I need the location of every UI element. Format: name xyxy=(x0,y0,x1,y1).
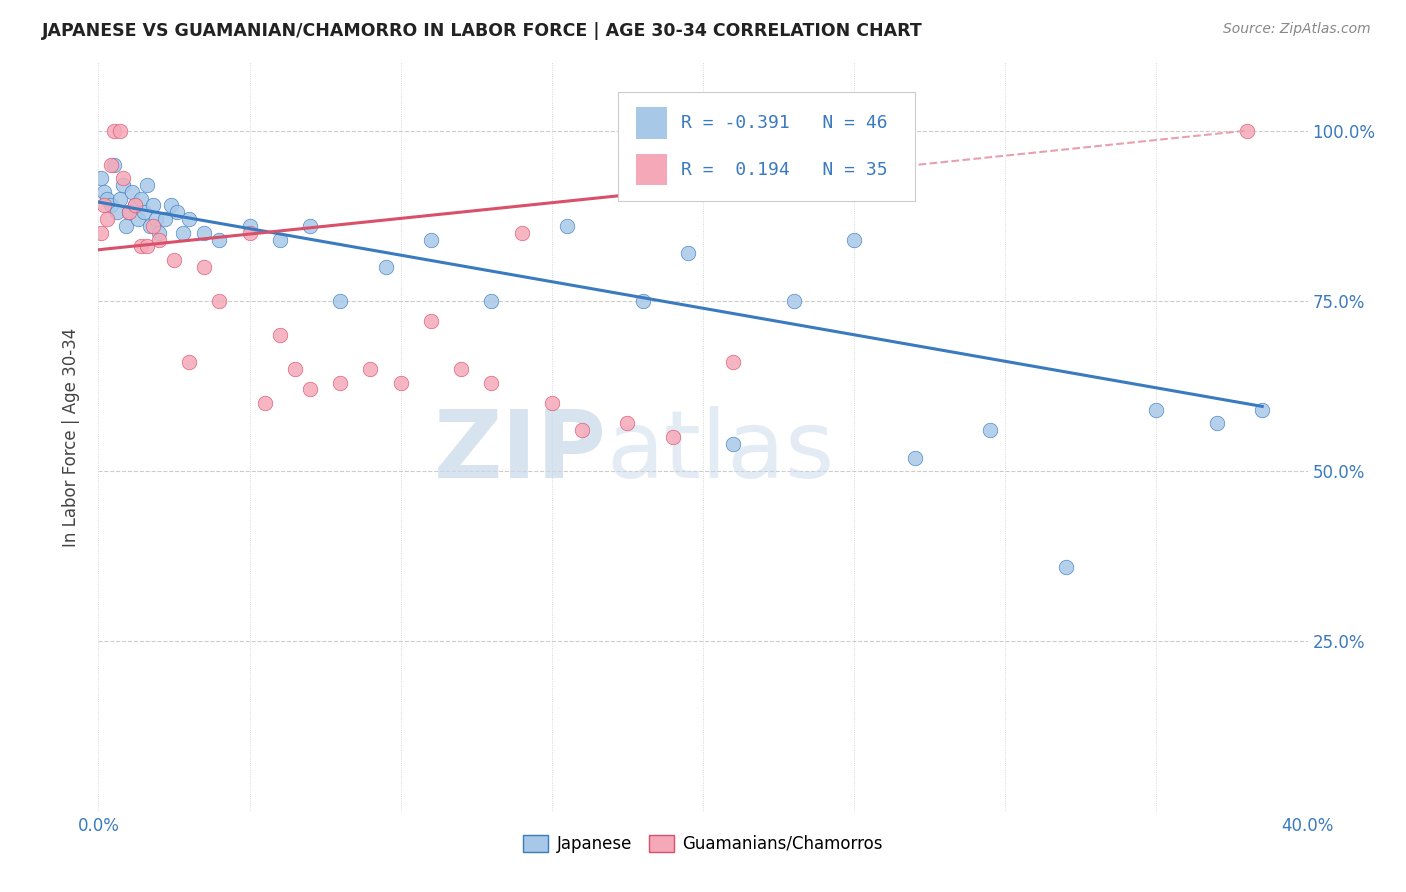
Point xyxy=(124,198,146,212)
Point xyxy=(129,239,152,253)
Point xyxy=(90,226,112,240)
Point xyxy=(172,226,194,240)
Point xyxy=(208,293,231,308)
Point xyxy=(420,233,443,247)
Point xyxy=(540,396,562,410)
Point xyxy=(142,219,165,233)
Point xyxy=(96,212,118,227)
Point xyxy=(360,362,382,376)
Point xyxy=(135,239,157,253)
Point xyxy=(108,192,131,206)
Point xyxy=(103,158,125,172)
Text: Source: ZipAtlas.com: Source: ZipAtlas.com xyxy=(1223,22,1371,37)
Point xyxy=(121,185,143,199)
Point xyxy=(105,205,128,219)
Legend: Japanese, Guamanians/Chamorros: Japanese, Guamanians/Chamorros xyxy=(517,828,889,860)
Text: R = -0.391   N = 46: R = -0.391 N = 46 xyxy=(682,114,887,132)
Point xyxy=(139,219,162,233)
Point xyxy=(481,376,503,390)
Text: atlas: atlas xyxy=(606,406,835,498)
Point xyxy=(616,417,638,431)
Point xyxy=(723,355,745,369)
Point xyxy=(420,314,443,328)
Point xyxy=(481,293,503,308)
Point xyxy=(100,198,122,212)
Point xyxy=(676,246,699,260)
Point xyxy=(96,192,118,206)
Point xyxy=(90,171,112,186)
Point xyxy=(145,212,167,227)
Point xyxy=(114,219,136,233)
Point xyxy=(661,430,683,444)
Point xyxy=(118,205,141,219)
Point xyxy=(179,355,201,369)
Point xyxy=(329,376,352,390)
Point xyxy=(179,212,201,227)
Point xyxy=(269,233,291,247)
Text: JAPANESE VS GUAMANIAN/CHAMORRO IN LABOR FORCE | AGE 30-34 CORRELATION CHART: JAPANESE VS GUAMANIAN/CHAMORRO IN LABOR … xyxy=(42,22,922,40)
Point xyxy=(148,233,170,247)
Point xyxy=(510,226,533,240)
Point xyxy=(844,233,866,247)
Point xyxy=(269,327,291,342)
Point xyxy=(160,198,183,212)
Point xyxy=(132,205,155,219)
Point xyxy=(118,205,141,219)
Point xyxy=(93,185,115,199)
Point xyxy=(450,362,472,376)
Point xyxy=(129,192,152,206)
Point xyxy=(93,198,115,212)
Point xyxy=(208,233,231,247)
Point xyxy=(111,171,134,186)
Point xyxy=(1144,402,1167,417)
Point xyxy=(163,252,186,267)
Point xyxy=(100,158,122,172)
Point xyxy=(329,293,352,308)
Point xyxy=(299,219,322,233)
Point xyxy=(111,178,134,192)
Point xyxy=(1251,402,1274,417)
Point xyxy=(1236,123,1258,137)
Point xyxy=(555,219,578,233)
Text: R =  0.194   N = 35: R = 0.194 N = 35 xyxy=(682,161,887,178)
Point xyxy=(239,226,262,240)
Point xyxy=(193,260,215,274)
Point xyxy=(193,226,215,240)
Point xyxy=(1054,559,1077,574)
Point xyxy=(979,423,1001,437)
Point xyxy=(127,212,149,227)
FancyBboxPatch shape xyxy=(619,93,915,201)
Point xyxy=(148,226,170,240)
Point xyxy=(239,219,262,233)
FancyBboxPatch shape xyxy=(637,107,666,139)
Point xyxy=(571,423,593,437)
Point xyxy=(631,293,654,308)
Text: ZIP: ZIP xyxy=(433,406,606,498)
Point xyxy=(153,212,176,227)
FancyBboxPatch shape xyxy=(637,153,666,186)
Point xyxy=(108,123,131,137)
Y-axis label: In Labor Force | Age 30-34: In Labor Force | Age 30-34 xyxy=(62,327,80,547)
Point xyxy=(299,383,322,397)
Point xyxy=(374,260,396,274)
Point xyxy=(904,450,927,465)
Point xyxy=(142,198,165,212)
Point xyxy=(135,178,157,192)
Point xyxy=(284,362,307,376)
Point xyxy=(783,293,806,308)
Point xyxy=(389,376,412,390)
Point xyxy=(1206,417,1229,431)
Point xyxy=(166,205,188,219)
Point xyxy=(723,437,745,451)
Point xyxy=(253,396,276,410)
Point xyxy=(124,198,146,212)
Point xyxy=(103,123,125,137)
